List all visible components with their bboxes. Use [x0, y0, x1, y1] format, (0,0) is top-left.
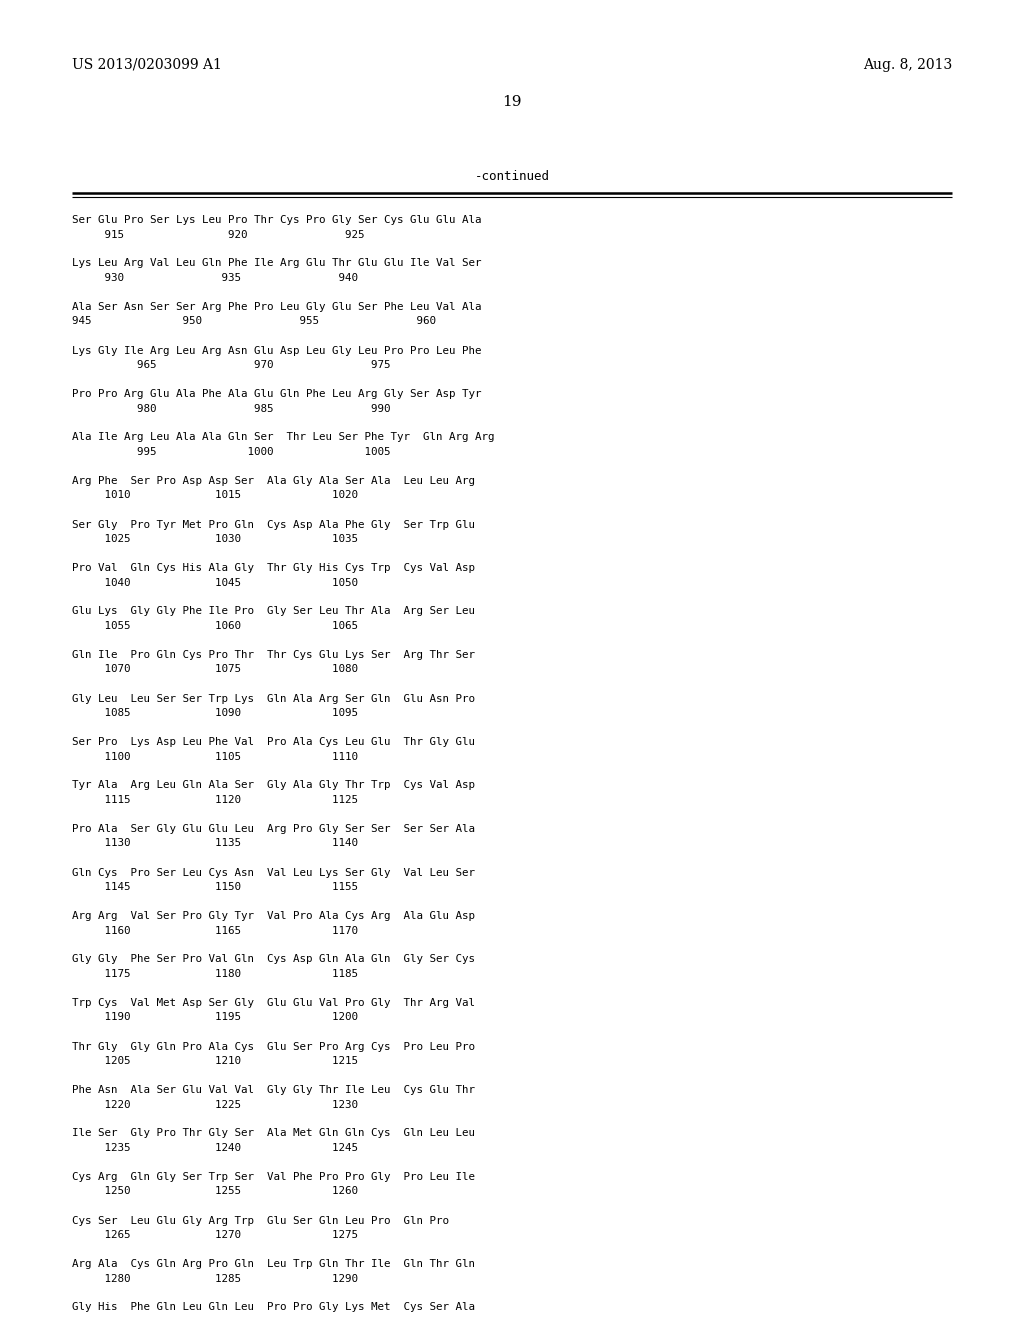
Text: 945              950               955               960: 945 950 955 960 [72, 317, 436, 326]
Text: 1130             1135              1140: 1130 1135 1140 [72, 838, 358, 849]
Text: Arg Phe  Ser Pro Asp Asp Ser  Ala Gly Ala Ser Ala  Leu Leu Arg: Arg Phe Ser Pro Asp Asp Ser Ala Gly Ala … [72, 477, 475, 486]
Text: Lys Leu Arg Val Leu Gln Phe Ile Arg Glu Thr Glu Glu Ile Val Ser: Lys Leu Arg Val Leu Gln Phe Ile Arg Glu … [72, 259, 481, 268]
Text: Gly Gly  Phe Ser Pro Val Gln  Cys Asp Gln Ala Gln  Gly Ser Cys: Gly Gly Phe Ser Pro Val Gln Cys Asp Gln … [72, 954, 475, 965]
Text: 915                920               925: 915 920 925 [72, 230, 365, 239]
Text: 1160             1165              1170: 1160 1165 1170 [72, 925, 358, 936]
Text: Thr Gly  Gly Gln Pro Ala Cys  Glu Ser Pro Arg Cys  Pro Leu Pro: Thr Gly Gly Gln Pro Ala Cys Glu Ser Pro … [72, 1041, 475, 1052]
Text: 1085             1090              1095: 1085 1090 1095 [72, 708, 358, 718]
Text: Phe Asn  Ala Ser Glu Val Val  Gly Gly Thr Ile Leu  Cys Glu Thr: Phe Asn Ala Ser Glu Val Val Gly Gly Thr … [72, 1085, 475, 1096]
Text: 1010             1015              1020: 1010 1015 1020 [72, 491, 358, 500]
Text: -continued: -continued [474, 170, 550, 183]
Text: Ile Ser  Gly Pro Thr Gly Ser  Ala Met Gln Gln Cys  Gln Leu Leu: Ile Ser Gly Pro Thr Gly Ser Ala Met Gln … [72, 1129, 475, 1138]
Text: Pro Pro Arg Glu Ala Phe Ala Glu Gln Phe Leu Arg Gly Ser Asp Tyr: Pro Pro Arg Glu Ala Phe Ala Glu Gln Phe … [72, 389, 481, 399]
Text: 930               935               940: 930 935 940 [72, 273, 358, 282]
Text: Gln Cys  Pro Ser Leu Cys Asn  Val Leu Lys Ser Gly  Val Leu Ser: Gln Cys Pro Ser Leu Cys Asn Val Leu Lys … [72, 867, 475, 878]
Text: 980               985               990: 980 985 990 [72, 404, 390, 413]
Text: Gly Leu  Leu Ser Ser Trp Lys  Gln Ala Arg Ser Gln  Glu Asn Pro: Gly Leu Leu Ser Ser Trp Lys Gln Ala Arg … [72, 693, 475, 704]
Text: 1205             1210              1215: 1205 1210 1215 [72, 1056, 358, 1067]
Text: Ser Pro  Lys Asp Leu Phe Val  Pro Ala Cys Leu Glu  Thr Gly Glu: Ser Pro Lys Asp Leu Phe Val Pro Ala Cys … [72, 737, 475, 747]
Text: Tyr Ala  Arg Leu Gln Ala Ser  Gly Ala Gly Thr Trp  Cys Val Asp: Tyr Ala Arg Leu Gln Ala Ser Gly Ala Gly … [72, 780, 475, 791]
Text: US 2013/0203099 A1: US 2013/0203099 A1 [72, 58, 222, 73]
Text: 1025             1030              1035: 1025 1030 1035 [72, 535, 358, 544]
Text: 1175             1180              1185: 1175 1180 1185 [72, 969, 358, 979]
Text: 1055             1060              1065: 1055 1060 1065 [72, 620, 358, 631]
Text: Ala Ser Asn Ser Ser Arg Phe Pro Leu Gly Glu Ser Phe Leu Val Ala: Ala Ser Asn Ser Ser Arg Phe Pro Leu Gly … [72, 302, 481, 312]
Text: 1250             1255              1260: 1250 1255 1260 [72, 1187, 358, 1196]
Text: Ala Ile Arg Leu Ala Ala Gln Ser  Thr Leu Ser Phe Tyr  Gln Arg Arg: Ala Ile Arg Leu Ala Ala Gln Ser Thr Leu … [72, 433, 495, 442]
Text: Lys Gly Ile Arg Leu Arg Asn Glu Asp Leu Gly Leu Pro Pro Leu Phe: Lys Gly Ile Arg Leu Arg Asn Glu Asp Leu … [72, 346, 481, 355]
Text: Gln Ile  Pro Gln Cys Pro Thr  Thr Cys Glu Lys Ser  Arg Thr Ser: Gln Ile Pro Gln Cys Pro Thr Thr Cys Glu … [72, 649, 475, 660]
Text: 1265             1270              1275: 1265 1270 1275 [72, 1230, 358, 1239]
Text: 1115             1120              1125: 1115 1120 1125 [72, 795, 358, 805]
Text: Pro Ala  Ser Gly Glu Glu Leu  Arg Pro Gly Ser Ser  Ser Ser Ala: Pro Ala Ser Gly Glu Glu Leu Arg Pro Gly … [72, 824, 475, 834]
Text: 19: 19 [502, 95, 522, 110]
Text: Ser Gly  Pro Tyr Met Pro Gln  Cys Asp Ala Phe Gly  Ser Trp Glu: Ser Gly Pro Tyr Met Pro Gln Cys Asp Ala … [72, 520, 475, 529]
Text: Cys Arg  Gln Gly Ser Trp Ser  Val Phe Pro Pro Gly  Pro Leu Ile: Cys Arg Gln Gly Ser Trp Ser Val Phe Pro … [72, 1172, 475, 1181]
Text: Aug. 8, 2013: Aug. 8, 2013 [863, 58, 952, 73]
Text: Gly His  Phe Gln Leu Gln Leu  Pro Pro Gly Lys Met  Cys Ser Ala: Gly His Phe Gln Leu Gln Leu Pro Pro Gly … [72, 1303, 475, 1312]
Text: 1190             1195              1200: 1190 1195 1200 [72, 1012, 358, 1023]
Text: Trp Cys  Val Met Asp Ser Gly  Glu Glu Val Pro Gly  Thr Arg Val: Trp Cys Val Met Asp Ser Gly Glu Glu Val … [72, 998, 475, 1008]
Text: 1145             1150              1155: 1145 1150 1155 [72, 882, 358, 892]
Text: 965               970               975: 965 970 975 [72, 360, 390, 370]
Text: Arg Ala  Cys Gln Arg Pro Gln  Leu Trp Gln Thr Ile  Gln Thr Gln: Arg Ala Cys Gln Arg Pro Gln Leu Trp Gln … [72, 1259, 475, 1269]
Text: Glu Lys  Gly Gly Phe Ile Pro  Gly Ser Leu Thr Ala  Arg Ser Leu: Glu Lys Gly Gly Phe Ile Pro Gly Ser Leu … [72, 606, 475, 616]
Text: Ser Glu Pro Ser Lys Leu Pro Thr Cys Pro Gly Ser Cys Glu Glu Ala: Ser Glu Pro Ser Lys Leu Pro Thr Cys Pro … [72, 215, 481, 224]
Text: 1280             1285              1290: 1280 1285 1290 [72, 1274, 358, 1283]
Text: Arg Arg  Val Ser Pro Gly Tyr  Val Pro Ala Cys Arg  Ala Glu Asp: Arg Arg Val Ser Pro Gly Tyr Val Pro Ala … [72, 911, 475, 921]
Text: 1220             1225              1230: 1220 1225 1230 [72, 1100, 358, 1110]
Text: Cys Ser  Leu Glu Gly Arg Trp  Glu Ser Gln Leu Pro  Gln Pro: Cys Ser Leu Glu Gly Arg Trp Glu Ser Gln … [72, 1216, 449, 1225]
Text: 1235             1240              1245: 1235 1240 1245 [72, 1143, 358, 1152]
Text: Pro Val  Gln Cys His Ala Gly  Thr Gly His Cys Trp  Cys Val Asp: Pro Val Gln Cys His Ala Gly Thr Gly His … [72, 564, 475, 573]
Text: 1040             1045              1050: 1040 1045 1050 [72, 578, 358, 587]
Text: 995              1000              1005: 995 1000 1005 [72, 447, 390, 457]
Text: 1070             1075              1080: 1070 1075 1080 [72, 664, 358, 675]
Text: 1100             1105              1110: 1100 1105 1110 [72, 751, 358, 762]
